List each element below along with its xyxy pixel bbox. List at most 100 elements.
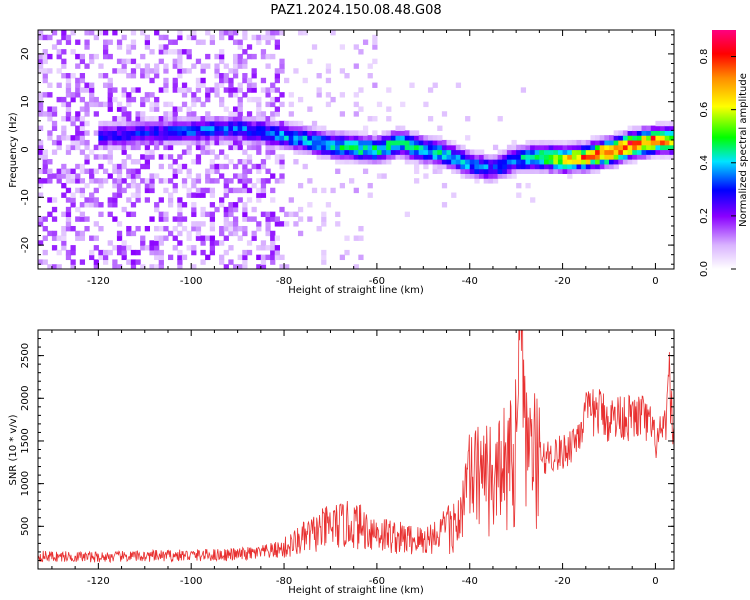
heatmap-cell	[237, 125, 243, 131]
heatmap-cell	[265, 34, 271, 41]
heatmap-cell	[372, 149, 378, 155]
heatmap-cell	[195, 96, 202, 103]
heatmap-cell	[358, 49, 364, 55]
heatmap-cell	[186, 125, 192, 131]
heatmap-cell	[38, 92, 44, 98]
heatmap-cell	[441, 111, 448, 117]
heatmap-cell	[232, 187, 239, 194]
heatmap-cell	[557, 139, 564, 146]
heatmap-cell	[302, 30, 308, 36]
heatmap-cell	[200, 192, 206, 198]
heatmap-cell	[195, 144, 202, 151]
heatmap-cell	[581, 154, 587, 160]
heatmap-cell	[163, 63, 169, 69]
heatmap-cell	[265, 92, 271, 98]
heatmap-cell	[149, 139, 155, 146]
x-tick-label: -120	[87, 276, 110, 287]
heatmap-cell	[172, 216, 178, 222]
heatmap-cell	[400, 125, 406, 131]
heatmap-cell	[126, 245, 132, 251]
heatmap-cell	[51, 111, 58, 117]
heatmap-cell	[79, 125, 86, 131]
heatmap-cell	[79, 135, 86, 141]
heatmap-cell	[61, 58, 67, 65]
heatmap-cell	[126, 116, 132, 122]
heatmap-cell	[200, 259, 206, 265]
heatmap-cell	[297, 139, 304, 146]
heatmap-cell	[42, 159, 48, 165]
heatmap-cell	[121, 245, 127, 251]
heatmap-cell	[553, 159, 559, 165]
heatmap-cell	[223, 139, 229, 146]
heatmap-cell	[390, 130, 397, 136]
heatmap-cell	[246, 154, 253, 160]
heatmap-cell	[140, 116, 146, 122]
heatmap-cell	[65, 77, 72, 84]
heatmap-cell	[469, 154, 475, 160]
heatmap-cell	[223, 178, 229, 184]
heatmap-cell	[237, 187, 243, 194]
heatmap-cell	[242, 34, 248, 41]
heatmap-cell	[274, 106, 280, 112]
heatmap-cell	[126, 154, 132, 160]
heatmap-cell	[195, 154, 202, 160]
heatmap-cell	[154, 206, 160, 213]
heatmap-cell	[130, 202, 137, 208]
heatmap-cell	[167, 144, 174, 151]
heatmap-cell	[126, 211, 132, 218]
heatmap-cell	[75, 82, 81, 88]
heatmap-cell	[562, 154, 568, 160]
heatmap-cell	[386, 139, 392, 146]
heatmap-cell	[293, 125, 299, 131]
heatmap-cell	[135, 159, 141, 165]
heatmap-cell	[163, 68, 169, 74]
heatmap-cell	[260, 130, 267, 136]
heatmap-cell	[427, 135, 434, 141]
heatmap-cell	[135, 130, 141, 136]
heatmap-cell	[149, 92, 155, 98]
heatmap-cell	[70, 120, 76, 127]
heatmap-cell	[432, 168, 438, 174]
heatmap-cell	[339, 130, 345, 136]
heatmap-cell	[270, 197, 276, 203]
heatmap-cell	[353, 187, 359, 194]
heatmap-cell	[502, 168, 508, 174]
heatmap-cell	[107, 135, 113, 141]
heatmap-cell	[75, 144, 81, 151]
heatmap-cell	[214, 116, 220, 122]
heatmap-cell	[223, 125, 229, 131]
heatmap-cell	[98, 135, 104, 141]
heatmap-cell	[223, 106, 229, 112]
heatmap-cell	[140, 111, 146, 117]
heatmap-cell	[232, 39, 239, 45]
heatmap-cell	[256, 111, 262, 117]
heatmap-cell	[140, 125, 146, 131]
heatmap-cell	[516, 144, 522, 151]
heatmap-cell	[376, 154, 383, 160]
heatmap-cell	[571, 163, 578, 170]
heatmap-cell	[214, 135, 220, 141]
heatmap-cell	[511, 159, 517, 165]
heatmap-cell	[47, 82, 53, 88]
heatmap-cell	[367, 139, 373, 146]
heatmap-cell	[167, 135, 174, 141]
heatmap-cell	[274, 178, 280, 184]
heatmap-cell	[158, 240, 164, 246]
heatmap-cell	[604, 144, 610, 151]
heatmap-cell	[479, 163, 485, 170]
heatmap-cell	[432, 139, 438, 146]
heatmap-cell	[126, 197, 132, 203]
heatmap-cell	[544, 168, 550, 174]
heatmap-cell	[144, 120, 151, 127]
heatmap-cell	[246, 96, 253, 103]
heatmap-cell	[191, 192, 197, 198]
heatmap-cell	[488, 178, 494, 184]
heatmap-cell	[98, 73, 104, 79]
heatmap-cell	[400, 130, 406, 136]
heatmap-cell	[562, 159, 568, 165]
heatmap-cell	[219, 240, 225, 246]
heatmap-cell	[237, 96, 243, 103]
heatmap-cell	[246, 130, 253, 136]
heatmap-cell	[664, 130, 670, 136]
heatmap-cell	[172, 125, 178, 131]
